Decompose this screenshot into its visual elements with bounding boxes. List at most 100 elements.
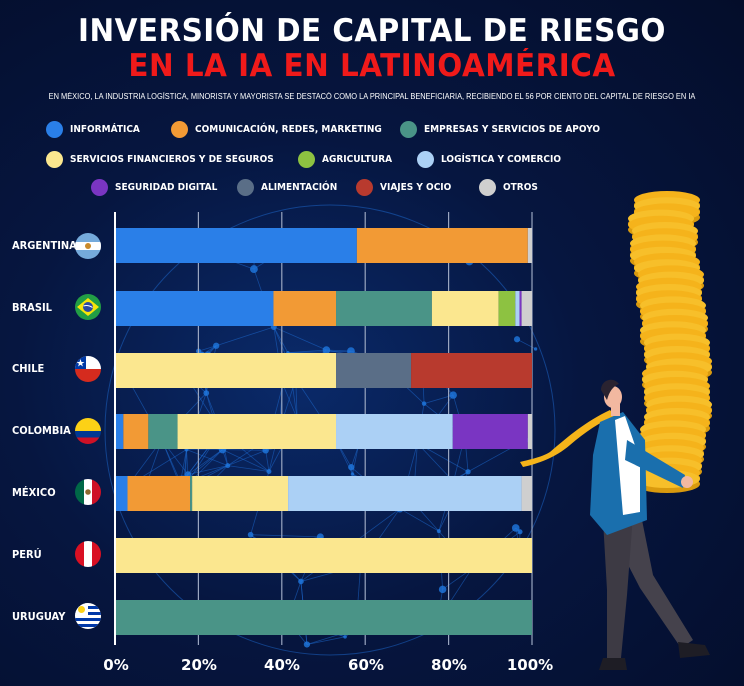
legend-label: SEGURIDAD DIGITAL [115,182,218,193]
category-label-colombia: COLOMBIA [12,424,71,437]
network-node [250,265,258,274]
network-line [306,636,346,645]
network-line [399,508,440,532]
businessman-coin-stack-illustration [520,191,712,670]
flag-chile-icon [75,356,101,382]
bar-segment [115,476,128,511]
network-node [449,391,457,399]
network-node [213,342,220,349]
x-tick-label: 20% [181,656,217,674]
x-tick-label: 60% [348,656,384,674]
legend-label: INFORMÁTICA [70,124,140,135]
legend-swatch [356,179,373,196]
legend-item-alimentacion: ALIMENTACIÓN [237,179,346,196]
network-node [533,347,538,351]
network-node [203,390,210,396]
coin-stack-icon [628,191,712,493]
businessman-icon [520,379,710,670]
legend-swatch [298,151,315,168]
network-node [266,469,272,475]
legend-swatch [237,179,254,196]
bar-segment [123,414,149,449]
network-line [417,442,454,482]
category-label-brasil: BRASIL [12,301,52,314]
flag-mexico-icon [75,479,101,505]
legend-item-empresas: EMPRESAS Y SERVICIOS DE APOYO [400,121,620,138]
bars [115,228,532,635]
bar-segment [519,291,522,326]
bar-segment [148,414,178,449]
network-line [265,450,270,472]
bar-segment [431,291,499,326]
category-label-uruguay: URUGUAY [12,610,66,623]
network-line [273,326,327,351]
network-node [322,346,331,354]
network-outline [104,204,556,656]
legend-item-agricultura: AGRICULTURA [298,151,400,168]
network-line [186,449,189,475]
network-line [187,449,223,475]
bar-segment [356,228,528,263]
legend-item-seguridad: SEGURIDAD DIGITAL [91,179,229,196]
legend-swatch [46,121,63,138]
legend-swatch [417,151,434,168]
flag-argentina-icon [75,233,101,259]
network-node [298,578,304,585]
flag-colombia-icon [75,418,101,444]
bar-segment [190,476,193,511]
bar-segment [115,600,532,635]
legend-label: COMUNICACIÓN, REDES, MARKETING [195,124,382,135]
flag-brasil-icon [75,294,101,320]
legend-label: SERVICIOS FINANCIEROS Y DE SEGUROS [70,154,274,165]
bar-segment [192,476,289,511]
bar-segment [336,353,412,388]
flag-peru-icon [75,541,101,567]
network-line [187,465,228,475]
network-node [225,463,231,469]
flag-uruguay-icon [75,603,101,629]
network-node [438,585,447,594]
bar-segment [521,476,532,511]
legend-label: AGRICULTURA [322,154,393,165]
chart-subtitle: EN MÉXICO, LA INDUSTRIA LOGÍSTICA, MINOR… [48,92,696,101]
bar-segment [515,291,520,326]
legend-label: EMPRESAS Y SERVICIOS DE APOYO [424,124,601,135]
legend-label: LOGÍSTICA Y COMERCIO [441,154,562,165]
bar-segment [127,476,191,511]
network-line [273,326,289,353]
legend-swatch [479,179,496,196]
bar-segment [177,414,337,449]
network-node [303,641,311,648]
network-node [247,531,254,538]
legend-label: VIAJES Y OCIO [380,182,452,193]
bar-segment [115,414,124,449]
legend-swatch [46,151,63,168]
bar-segment [288,476,522,511]
bar-segment [115,291,274,326]
x-tick-label: 100% [506,656,554,674]
legend-item-informatica: INFORMÁTICA [46,121,148,138]
network-line [186,449,228,466]
bar-segment [411,353,532,388]
bar-segment [336,414,453,449]
network-node [511,524,520,532]
legend-item-logistica: LOGÍSTICA Y COMERCIO [417,151,574,168]
legend-item-viajes: VIAJES Y OCIO [356,179,459,196]
legend-swatch [400,121,417,138]
bar-segment [452,414,528,449]
network-line [287,350,351,354]
network-line [350,445,359,468]
bar-segment [521,291,532,326]
network-line [222,449,266,451]
network-line [250,534,321,538]
network-node [343,635,347,639]
bar-segment [336,291,432,326]
legend-swatch [171,121,188,138]
bar-segment [273,291,337,326]
category-label-mexico: MÉXICO [12,486,56,499]
category-label-chile: CHILE [12,362,45,375]
bar-segment [527,228,532,263]
chart-title-line2: EN LA IA EN LATINOAMÉRICA [128,48,616,84]
network-line [282,384,298,419]
